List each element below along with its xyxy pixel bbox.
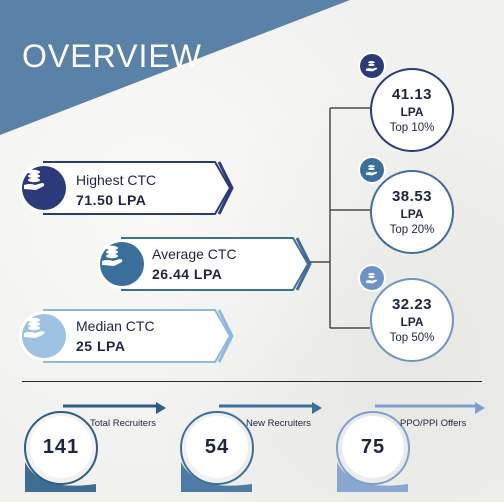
median-ctc-label: Median CTC xyxy=(76,318,155,334)
stat-value: 141 xyxy=(30,416,92,478)
average-ctc-value: 26.44 LPA xyxy=(152,266,223,282)
stat-arrow-shape xyxy=(180,402,322,492)
money-hand-icon xyxy=(360,266,384,290)
money-hand-icon xyxy=(100,242,144,286)
median-ctc-value: 25 LPA xyxy=(76,338,126,354)
highest-ctc-card: Highest CTC 71.50 LPA xyxy=(22,160,234,215)
average-ctc-card: Average CTC 26.44 LPA xyxy=(100,236,312,291)
percentile-label: Top 50% xyxy=(389,332,435,344)
percentile-unit: LPA xyxy=(400,315,424,329)
stat-label: Total Recruiters xyxy=(90,418,156,429)
percentile-top-50: 32.23 LPA Top 50% xyxy=(370,278,454,362)
stat-new-recruiters: 54 New Recruiters xyxy=(176,402,326,492)
money-hand-icon xyxy=(22,314,66,358)
stat-label: PPO/PPI Offers xyxy=(400,418,467,429)
percentile-label: Top 10% xyxy=(389,122,435,134)
percentile-value: 32.23 xyxy=(391,296,433,313)
average-ctc-label: Average CTC xyxy=(152,246,237,262)
percentile-top-10: 41.13 LPA Top 10% xyxy=(370,68,454,152)
stat-arrow-shape xyxy=(336,402,485,492)
stat-label: New Recruiters xyxy=(246,418,311,429)
stat-value: 75 xyxy=(342,416,404,478)
median-ctc-card: Median CTC 25 LPA xyxy=(22,308,234,363)
stat-value: 54 xyxy=(186,416,248,478)
percentile-top-20: 38.53 LPA Top 20% xyxy=(370,170,454,254)
percentile-unit: LPA xyxy=(400,207,424,221)
percentile-value: 41.13 xyxy=(391,86,433,103)
percentile-label: Top 20% xyxy=(389,224,435,236)
money-hand-icon xyxy=(22,166,66,210)
highest-ctc-value: 71.50 LPA xyxy=(76,192,147,208)
bracket-connector xyxy=(310,107,370,329)
stat-ppo-ppi-offers: 75 PPO/PPI Offers xyxy=(332,402,492,492)
stat-total-recruiters: 141 Total Recruiters xyxy=(20,402,170,492)
header-banner xyxy=(0,0,350,135)
stat-arrow-shape xyxy=(24,402,166,492)
percentile-unit: LPA xyxy=(400,105,424,119)
percentile-value: 38.53 xyxy=(391,188,433,205)
section-divider xyxy=(22,381,482,382)
money-hand-icon xyxy=(360,54,384,78)
page-title: OVERVIEW xyxy=(22,38,202,74)
money-hand-icon xyxy=(360,158,384,182)
highest-ctc-label: Highest CTC xyxy=(76,172,157,188)
